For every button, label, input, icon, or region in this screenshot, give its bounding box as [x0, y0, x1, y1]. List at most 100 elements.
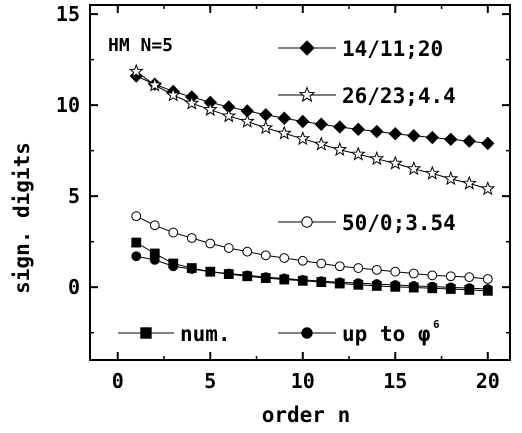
- data-point: [242, 270, 253, 281]
- legend-label-14-11-20: 14/11;20: [342, 37, 443, 61]
- legend-sample-50-0-3-54: [278, 216, 336, 228]
- data-point: [444, 132, 458, 147]
- data-point: [223, 243, 234, 253]
- legend-marker: [299, 40, 315, 56]
- y-tick-label: 0: [68, 275, 80, 299]
- data-point: [313, 136, 329, 151]
- data-point: [314, 117, 328, 131]
- data-point: [353, 278, 364, 289]
- data-point: [128, 63, 144, 78]
- data-point: [390, 266, 401, 277]
- data-point: [259, 108, 273, 122]
- legend-sample-14-11-20: [278, 40, 336, 56]
- data-point: [297, 255, 308, 266]
- legend-label-26-23-4-4: 26/23;4.4: [342, 84, 456, 108]
- data-point: [186, 233, 197, 243]
- legend-label-num: num.: [180, 322, 231, 346]
- data-point: [334, 261, 345, 272]
- data-point: [202, 101, 218, 117]
- data-point: [131, 251, 142, 262]
- legend: 14/11;20 26/23;4.4 50/0;3.54 num. up to …: [118, 37, 456, 346]
- data-point: [371, 264, 382, 275]
- data-point: [353, 263, 364, 273]
- data-point: [295, 130, 311, 146]
- data-point: [388, 127, 402, 141]
- data-point: [371, 279, 382, 289]
- data-point: [149, 254, 160, 265]
- data-point: [350, 146, 366, 161]
- data-point: [239, 113, 255, 128]
- data-point: [223, 268, 234, 279]
- data-point: [221, 108, 237, 123]
- x-tick-label: 20: [476, 369, 500, 393]
- data-point: [464, 283, 475, 293]
- legend-marker: [140, 327, 152, 339]
- data-point: [445, 282, 456, 293]
- data-point: [184, 95, 200, 110]
- data-point: [316, 276, 327, 287]
- legend-marker: [301, 327, 313, 339]
- x-tick-label: 0: [112, 369, 124, 393]
- series-1: [128, 63, 496, 196]
- legend-marker: [298, 86, 316, 103]
- data-point: [387, 155, 403, 170]
- legend-label-50-0-3-54: 50/0;3.54: [342, 211, 456, 235]
- data-point: [462, 134, 477, 148]
- data-point: [316, 258, 327, 269]
- ticks-layer: 0 5 10 15 20 0 5 10 15: [56, 2, 510, 393]
- series-2: [131, 211, 493, 284]
- y-tick-label: 10: [56, 93, 80, 117]
- data-point: [242, 246, 253, 257]
- x-tick-label: 15: [383, 369, 407, 393]
- data-point: [260, 250, 271, 261]
- data-point: [443, 170, 459, 186]
- data-point: [425, 130, 439, 145]
- data-point: [406, 160, 422, 176]
- data-point: [258, 119, 274, 135]
- data-point: [334, 277, 345, 288]
- data-point: [351, 122, 365, 137]
- data-point: [482, 274, 493, 284]
- legend-sample-26-23-4-4: [278, 86, 336, 103]
- y-axis-label: sign. digits: [10, 142, 34, 294]
- data-point: [481, 136, 495, 151]
- data-point: [147, 77, 163, 92]
- legend-label-up-to-phi6-superscript: 6: [433, 318, 440, 331]
- data-point: [205, 238, 216, 249]
- data-point: [407, 129, 421, 143]
- data-point: [260, 272, 271, 283]
- legend-label-up-to-phi6: up to φ: [342, 322, 431, 346]
- data-point: [297, 274, 308, 285]
- series-layer: [128, 63, 496, 296]
- data-point: [480, 180, 496, 196]
- data-point: [277, 111, 291, 125]
- data-point: [461, 175, 477, 190]
- annotation-label: HM N=5: [108, 35, 173, 56]
- data-point: [390, 280, 401, 290]
- data-point: [131, 237, 142, 248]
- data-point: [332, 141, 348, 157]
- data-point: [370, 124, 384, 139]
- series-0: [129, 69, 495, 151]
- x-tick-label: 5: [204, 369, 216, 393]
- x-tick-label: 10: [291, 369, 315, 393]
- data-point: [165, 87, 181, 102]
- data-point: [408, 268, 419, 279]
- data-point: [464, 272, 475, 283]
- data-point: [279, 253, 290, 263]
- data-point: [408, 281, 419, 291]
- data-point: [168, 261, 179, 272]
- y-tick-label: 15: [56, 2, 80, 26]
- plot-frame: [89, 4, 511, 361]
- data-point: [333, 120, 347, 134]
- data-point: [427, 270, 438, 281]
- data-point: [168, 227, 179, 238]
- x-axis-label: order n: [262, 403, 351, 427]
- legend-sample-up-to-phi6: [278, 327, 336, 339]
- legend-sample-num: [118, 327, 174, 339]
- data-point: [369, 150, 385, 166]
- data-point: [131, 211, 142, 222]
- data-point: [296, 114, 310, 129]
- data-point: [279, 273, 290, 284]
